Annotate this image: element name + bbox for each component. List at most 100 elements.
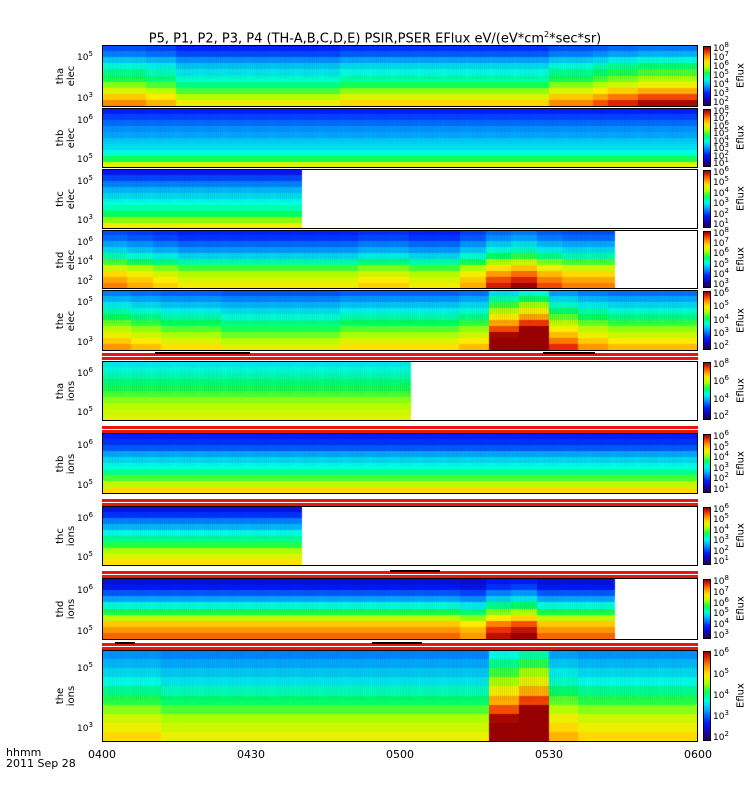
y-tick-label: 105 [77,152,93,166]
y-tick-label: 105 [77,173,93,187]
colorbar-tick-label: 107 [713,584,729,598]
panel-separator [102,571,698,578]
y-tick-label: 106 [77,234,93,248]
panel-separator [102,499,698,506]
colorbar-tick-label: 105 [713,68,729,81]
colorbar-title: Eflux [735,523,747,548]
y-tick-label: 105 [77,50,93,64]
state-marker [115,642,135,644]
colorbar-tick-label: 105 [713,439,729,453]
x-tick-label: 0600 [684,748,712,761]
colorbar-tick-label: 105 [713,667,729,680]
colorbar-tick-label: 108 [713,226,729,239]
colorbar-title: Eflux [735,596,747,621]
colorbar-title: Eflux [735,683,747,708]
colorbar-tick-label: 105 [713,512,729,526]
y-tick-label: 105 [77,294,93,308]
y-tick-label: 106 [77,437,93,451]
colorbar-tick-label: 104 [713,312,729,326]
spectrogram-image [102,361,698,421]
panel-separator [102,353,698,360]
y-tick-label: 103 [77,213,93,227]
colorbar-tick-label: 105 [713,256,729,270]
colorbar-tick-label: 103 [713,277,729,290]
colorbar-tick-label: 103 [713,196,729,210]
colorbar-tick-label: 106 [713,286,729,299]
colorbar-tick-label: 102 [713,730,729,743]
spectrogram-the-elec [102,290,698,351]
colorbar-tick-label: 102 [713,339,729,352]
colorbar-tick-label: 108 [713,104,729,117]
colorbar-tick-label: 107 [713,111,729,125]
state-marker [372,642,422,644]
y-tick-label: 105 [77,624,93,638]
y-tick-label: 103 [77,335,93,349]
colorbar-tick-label: 104 [713,185,729,199]
state-marker [390,570,440,572]
colorbar-tick-label: 106 [713,374,729,388]
y-tick-label: 105 [77,550,93,564]
spectrogram-thd-ions [102,578,698,640]
y-tick-label: 106 [77,112,93,126]
colorbar-title: Eflux [735,450,747,476]
colorbar-tick-label: 102 [713,95,729,108]
colorbar-tick-label: 102 [713,206,729,220]
colorbar-tick-label: 103 [713,325,729,339]
colorbar-tick-label: 105 [713,299,729,313]
spectrogram-image [102,169,698,229]
colorbar [703,231,711,288]
chart-title: P5, P1, P2, P3, P4 (TH-A,B,C,D,E) PSIR,P… [148,30,602,47]
colorbar-tick-label: 106 [713,429,729,442]
spectrogram-thc-ions [102,506,698,566]
spectrogram-thb-ions [102,433,698,494]
colorbar-tick-label: 105 [713,175,729,189]
panel-separator [102,643,698,650]
colorbar [703,46,711,106]
colorbar-tick-label: 103 [713,460,729,474]
spectrogram-image [102,45,698,107]
x-tick-label: 0400 [88,748,116,761]
colorbar-tick-label: 108 [713,574,729,587]
colorbar-tick-label: 101 [713,156,729,169]
colorbar-tick-label: 107 [713,236,729,250]
colorbar-tick-label: 104 [713,133,729,147]
colorbar-tick-label: 106 [713,246,729,260]
colorbar-title: Eflux [735,378,747,403]
colorbar-tick-label: 102 [713,543,729,557]
colorbar-tick-label: 106 [713,118,729,132]
spectrogram-image [102,506,698,566]
panel-separator [102,426,698,433]
probe-label: the [55,687,66,705]
spectrogram-image [102,290,698,351]
colorbar-tick-label: 103 [713,709,729,722]
x-tick-label: 0500 [386,748,414,761]
colorbar-tick-label: 102 [713,148,729,162]
colorbar-tick-label: 108 [713,357,729,370]
colorbar-tick-label: 104 [713,266,729,280]
colorbar-tick-label: 106 [713,646,729,659]
colorbar-tick-label: 105 [713,606,729,620]
colorbar-title: Eflux [735,63,747,88]
y-tick-label: 106 [77,510,93,524]
colorbar-title: Eflux [735,246,747,272]
spectrogram-tha-elec [102,45,698,107]
y-tick-label: 106 [77,365,93,379]
colorbar [703,507,711,565]
spectrogram-image [102,433,698,494]
y-axis-label: the ions [55,636,77,756]
colorbar-tick-label: 104 [713,391,729,405]
colorbar-tick-label: 108 [713,41,729,54]
spectrogram-thd-elec [102,230,698,289]
y-tick-label: 104 [77,254,93,268]
colorbar-title: Eflux [735,307,747,333]
colorbar [703,170,711,228]
spectrogram-thb-elec [102,108,698,168]
colorbar-tick-label: 103 [713,628,729,641]
colorbar-tick-label: 104 [713,522,729,536]
spectrogram-the-ions [102,650,698,742]
colorbar-tick-label: 101 [713,217,729,230]
y-tick-label: 103 [77,721,93,735]
spectrogram-image [102,230,698,289]
colorbar-title: Eflux [735,186,747,211]
colorbar-tick-label: 107 [713,50,729,63]
